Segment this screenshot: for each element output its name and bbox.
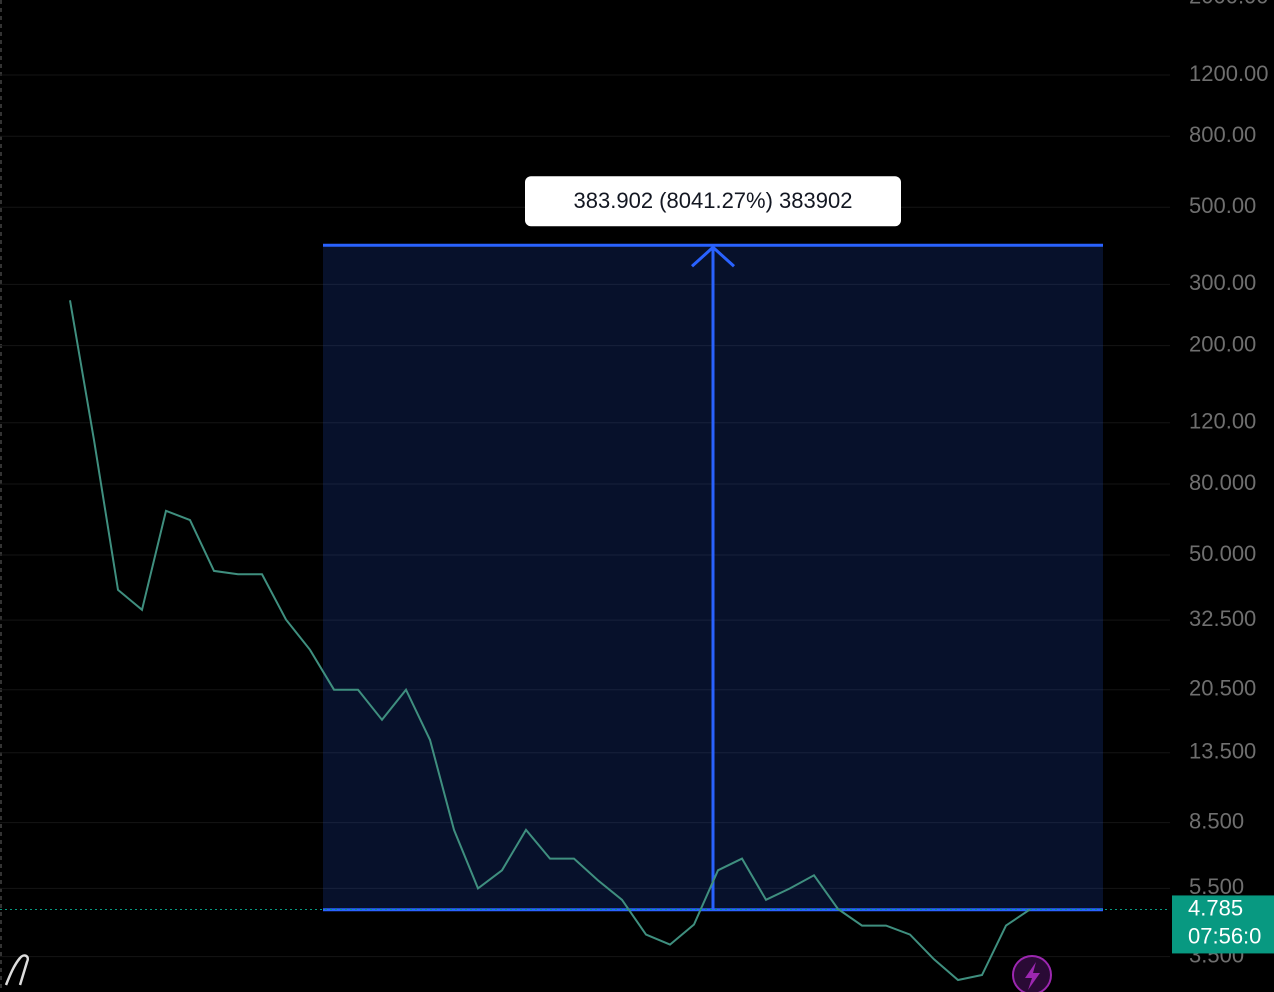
measure-label: 383.902 (8041.27%) 383902	[574, 188, 853, 213]
price-axis: 2000.00 1200.00 800.00 500.00 300.00 200.00 12…	[1170, 0, 1274, 992]
price-tag-value: 4.785	[1188, 895, 1243, 920]
y-tick-label: 200.00	[1189, 331, 1256, 356]
y-tick-label: 2000.00	[1189, 0, 1269, 9]
measure-label-box	[525, 176, 901, 227]
y-tick-label: 20.500	[1189, 676, 1256, 701]
price-tag-countdown: 07:56:0	[1188, 923, 1261, 948]
lightning-icon[interactable]	[1012, 955, 1052, 992]
price-tag	[1172, 895, 1274, 954]
y-tick-label: 13.500	[1189, 739, 1256, 764]
series	[0, 300, 1170, 982]
y-tick-label: 1200.00	[1189, 61, 1269, 86]
measure-tool[interactable]: 383.902 (8041.27%) 383902	[323, 176, 1103, 912]
y-tick-label: 80.000	[1189, 470, 1256, 495]
y-tick-label: 32.500	[1189, 606, 1256, 631]
y-tick-label: 800.00	[1189, 122, 1256, 147]
grid	[0, 74, 1170, 958]
axis-background	[1170, 0, 1274, 992]
price-line	[69, 300, 1031, 982]
y-tick-label: 8.500	[1189, 808, 1244, 833]
y-tick-label: 50.000	[1189, 541, 1256, 566]
y-tick-label: 500.00	[1189, 193, 1256, 218]
measure-arrowhead	[690, 245, 736, 268]
y-tick-label: 300.00	[1189, 270, 1256, 295]
drawing-tool-icon[interactable]	[4, 954, 29, 986]
y-tick-label: 5.500	[1189, 874, 1244, 899]
y-tick-label: 120.00	[1189, 409, 1256, 434]
